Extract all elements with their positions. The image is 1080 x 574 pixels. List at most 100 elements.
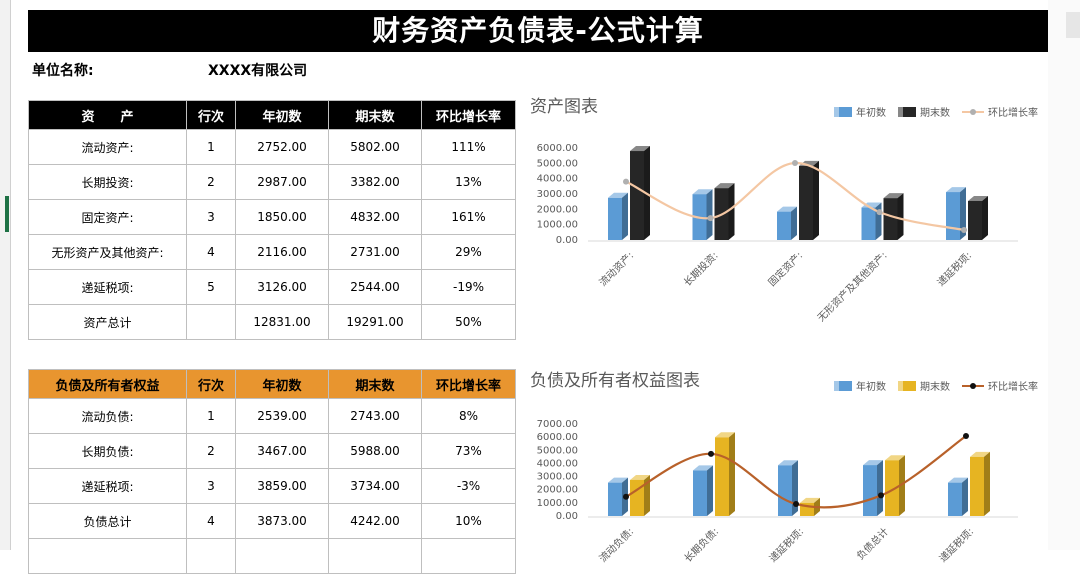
column-header[interactable]: 年初数 [235, 369, 329, 399]
table-cell[interactable]: 递延税项: [28, 269, 187, 305]
table-cell[interactable]: 2743.00 [328, 398, 422, 434]
assets-chart[interactable]: 资产图表 年初数 期末数 环比增长率 0.00 1000.00 2000.00 3000.00… [522, 88, 1048, 350]
column-header[interactable]: 行次 [186, 369, 236, 399]
table-cell[interactable]: 3126.00 [235, 269, 329, 305]
bar-end [714, 183, 735, 240]
table-cell[interactable]: 111% [421, 129, 516, 165]
legend-label: 期末数 [920, 106, 950, 119]
table-cell[interactable]: 3873.00 [235, 503, 329, 539]
table-row: 长期负债: 2 3467.00 5988.00 73% [28, 433, 516, 469]
bar-side [962, 477, 968, 516]
table-cell[interactable]: 19291.00 [328, 304, 422, 340]
table-cell[interactable]: 2544.00 [328, 269, 422, 305]
table-cell[interactable]: 3859.00 [235, 468, 329, 504]
table-cell[interactable] [328, 538, 422, 574]
bar-begin [948, 477, 968, 516]
table-cell[interactable]: 3734.00 [328, 468, 422, 504]
table-cell[interactable]: 2539.00 [235, 398, 329, 434]
table-cell[interactable]: 3382.00 [328, 164, 422, 200]
table-cell[interactable]: 2752.00 [235, 129, 329, 165]
table-cell[interactable]: 3 [186, 199, 236, 235]
table-cell[interactable]: 4242.00 [328, 503, 422, 539]
table-cell[interactable]: 5 [186, 269, 236, 305]
bar-front [608, 197, 622, 240]
category-label: 长期负债: [681, 525, 721, 565]
table-cell[interactable]: 2987.00 [235, 164, 329, 200]
table-cell[interactable]: 固定资产: [28, 199, 187, 235]
table-cell[interactable]: 4 [186, 234, 236, 270]
legend-swatch [834, 381, 839, 391]
unit-name-value[interactable]: XXXX有限公司 [208, 63, 308, 79]
table-cell[interactable] [235, 538, 329, 574]
table-cell[interactable]: 73% [421, 433, 516, 469]
table-cell[interactable]: 3467.00 [235, 433, 329, 469]
table-cell[interactable]: 1 [186, 129, 236, 165]
right-panel-strip [1048, 0, 1080, 550]
panel-toggle-button[interactable] [1066, 12, 1080, 38]
table-cell[interactable]: 2 [186, 164, 236, 200]
table-cell[interactable]: 资产总计 [28, 304, 187, 340]
bar-begin [777, 206, 797, 240]
table-cell[interactable]: 5802.00 [328, 129, 422, 165]
column-header[interactable]: 环比增长率 [421, 100, 516, 130]
column-header[interactable]: 年初数 [235, 100, 329, 130]
table-cell[interactable]: 流动负债: [28, 398, 187, 434]
table-cell[interactable]: 161% [421, 199, 516, 235]
column-header[interactable]: 负债及所有者权益 [28, 369, 187, 399]
table-cell[interactable] [186, 304, 236, 340]
column-header[interactable]: 资 产 [28, 100, 187, 130]
table-cell[interactable]: -19% [421, 269, 516, 305]
table-cell[interactable] [421, 538, 516, 574]
table-cell[interactable]: 长期投资: [28, 164, 187, 200]
bar-end [885, 455, 905, 516]
selection-marker [5, 196, 9, 232]
table-cell[interactable]: 流动资产: [28, 129, 187, 165]
table-cell[interactable]: 4 [186, 503, 236, 539]
table-cell[interactable]: 8% [421, 398, 516, 434]
bar-begin [693, 465, 713, 516]
column-header[interactable]: 环比增长率 [421, 369, 516, 399]
bar-top [630, 474, 650, 480]
table-cell[interactable]: 1850.00 [235, 199, 329, 235]
table-cell[interactable]: 50% [421, 304, 516, 340]
y-tick-label: 1000.00 [537, 498, 578, 509]
table-cell[interactable]: 29% [421, 234, 516, 270]
table-cell[interactable]: 13% [421, 164, 516, 200]
category-label: 无形资产及其他资产: [814, 249, 889, 324]
table-cell[interactable]: 负债总计 [28, 503, 187, 539]
bar-front [968, 200, 982, 240]
table-cell[interactable]: 12831.00 [235, 304, 329, 340]
table-cell[interactable] [186, 538, 236, 574]
bar-end [715, 432, 735, 516]
y-tick-label: 7000.00 [537, 419, 578, 430]
table-cell[interactable]: 3 [186, 468, 236, 504]
bar-top [630, 146, 650, 152]
table-cell[interactable] [28, 538, 187, 574]
legend-swatch [903, 381, 916, 391]
bar-begin [692, 189, 713, 240]
table-cell[interactable]: 2731.00 [328, 234, 422, 270]
table-cell[interactable]: 2116.00 [235, 234, 329, 270]
bar-front [883, 198, 898, 240]
category-label: 递延税项: [766, 525, 806, 565]
column-header[interactable]: 行次 [186, 100, 236, 130]
bar-front [777, 211, 791, 240]
column-header[interactable]: 期末数 [328, 369, 422, 399]
table-cell[interactable]: 无形资产及其他资产: [28, 234, 187, 270]
legend-label: 期末数 [920, 380, 950, 393]
table-cell[interactable]: 1 [186, 398, 236, 434]
column-header[interactable]: 期末数 [328, 100, 422, 130]
table-cell[interactable]: 递延税项: [28, 468, 187, 504]
table-cell[interactable]: 2 [186, 433, 236, 469]
table-cell[interactable]: -3% [421, 468, 516, 504]
table-cell[interactable]: 5988.00 [328, 433, 422, 469]
bar-front [946, 192, 960, 240]
liabilities-chart[interactable]: 负债及所有者权益图表 年初数 期末数 环比增长率 0.00 1000.00 2000.00 3… [522, 362, 1048, 565]
bar-top [608, 192, 628, 198]
table-cell[interactable]: 4832.00 [328, 199, 422, 235]
row-gutter [0, 0, 11, 550]
growth-marker [963, 433, 969, 439]
table-cell[interactable]: 10% [421, 503, 516, 539]
table-cell[interactable]: 长期负债: [28, 433, 187, 469]
y-tick-label: 1000.00 [537, 220, 578, 231]
